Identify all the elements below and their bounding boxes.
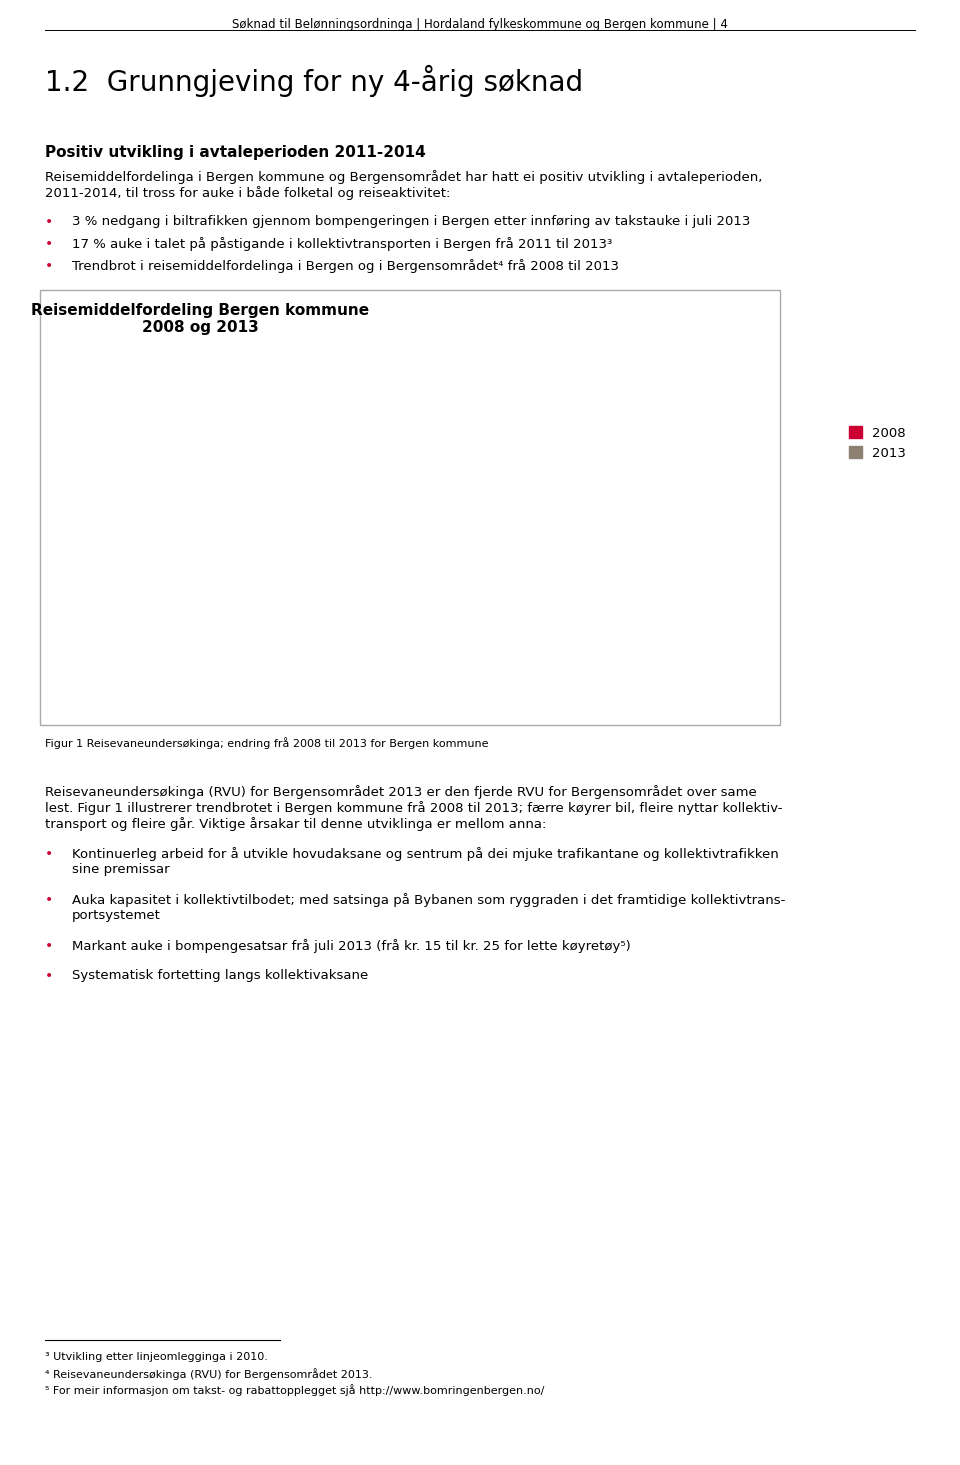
Bar bbox=[247, 579, 298, 700]
Text: Søknad til Belønningsordninga | Hordaland fylkeskommune og Bergen kommune | 4: Søknad til Belønningsordninga | Hordalan… bbox=[232, 18, 728, 31]
Text: Reisevaneundersøkinga (RVU) for Bergensområdet 2013 er den fjerde RVU for Bergen: Reisevaneundersøkinga (RVU) for Bergenso… bbox=[45, 785, 756, 798]
Legend: 2008, 2013: 2008, 2013 bbox=[849, 426, 906, 460]
Bar bbox=[537, 681, 588, 700]
Bar bbox=[298, 563, 348, 700]
Text: ⁴ Reisevaneundersøkinga (RVU) for Bergensområdet 2013.: ⁴ Reisevaneundersøkinga (RVU) for Bergen… bbox=[45, 1368, 372, 1380]
Bar bbox=[443, 615, 493, 700]
Text: •: • bbox=[45, 939, 53, 954]
Text: Positiv utvikling i avtaleperioden 2011-2014: Positiv utvikling i avtaleperioden 2011-… bbox=[45, 145, 425, 160]
Text: •: • bbox=[45, 215, 53, 229]
Text: •: • bbox=[45, 894, 53, 907]
Text: Markant auke i bompengesatsar frå juli 2013 (frå kr. 15 til kr. 25 for lette køy: Markant auke i bompengesatsar frå juli 2… bbox=[72, 939, 631, 952]
Text: Reisemiddelfordelinga i Bergen kommune og Bergensområdet har hatt ei positiv utv: Reisemiddelfordelinga i Bergen kommune o… bbox=[45, 170, 762, 185]
Bar bbox=[392, 631, 443, 700]
Text: sine premissar: sine premissar bbox=[72, 863, 170, 876]
Text: Systematisk fortetting langs kollektivaksane: Systematisk fortetting langs kollektivak… bbox=[72, 968, 369, 982]
Text: ⁵ For meir informasjon om takst- og rabattopplegget sjå http://www.bomringenberg: ⁵ For meir informasjon om takst- og raba… bbox=[45, 1384, 544, 1396]
Text: Reisemiddelfordeling Bergen kommune
2008 og 2013: Reisemiddelfordeling Bergen kommune 2008… bbox=[31, 303, 369, 335]
Text: •: • bbox=[45, 847, 53, 861]
Text: •: • bbox=[45, 237, 53, 251]
Text: 1.2  Grunngjeving for ny 4-årig søknad: 1.2 Grunngjeving for ny 4-årig søknad bbox=[45, 64, 583, 97]
Text: 17 % auke i talet på påstigande i kollektivtransporten i Bergen frå 2011 til 201: 17 % auke i talet på påstigande i kollek… bbox=[72, 237, 612, 251]
Text: •: • bbox=[45, 968, 53, 983]
Text: ³ Utvikling etter linjeomlegginga i 2010.: ³ Utvikling etter linjeomlegginga i 2010… bbox=[45, 1352, 268, 1362]
Text: Kontinuerleg arbeid for å utvikle hovudaksane og sentrum på dei mjuke trafikanta: Kontinuerleg arbeid for å utvikle hovuda… bbox=[72, 847, 779, 861]
Text: 3 % nedgang i biltrafikken gjennom bompengeringen i Bergen etter innføring av ta: 3 % nedgang i biltrafikken gjennom bompe… bbox=[72, 215, 751, 229]
Bar bbox=[102, 419, 153, 700]
Text: •: • bbox=[45, 259, 53, 272]
Text: portsystemet: portsystemet bbox=[72, 908, 161, 921]
Text: lest. Figur 1 illustrerer trendbrotet i Bergen kommune frå 2008 til 2013; færre : lest. Figur 1 illustrerer trendbrotet i … bbox=[45, 801, 782, 815]
Text: Auka kapasitet i kollektivtilbodet; med satsinga på Bybanen som ryggraden i det : Auka kapasitet i kollektivtilbodet; med … bbox=[72, 894, 785, 907]
Text: transport og fleire går. Viktige årsakar til denne utviklinga er mellom anna:: transport og fleire går. Viktige årsakar… bbox=[45, 817, 546, 831]
Text: Figur 1 Reisevaneundersøkinga; endring frå 2008 til 2013 for Bergen kommune: Figur 1 Reisevaneundersøkinga; endring f… bbox=[45, 737, 489, 749]
Bar bbox=[588, 684, 638, 700]
Text: 2011-2014, til tross for auke i både folketal og reiseaktivitet:: 2011-2014, til tross for auke i både fol… bbox=[45, 186, 450, 199]
Text: Trendbrot i reisemiddelfordelinga i Bergen og i Bergensområdet⁴ frå 2008 til 201: Trendbrot i reisemiddelfordelinga i Berg… bbox=[72, 259, 619, 272]
Bar bbox=[153, 444, 204, 700]
